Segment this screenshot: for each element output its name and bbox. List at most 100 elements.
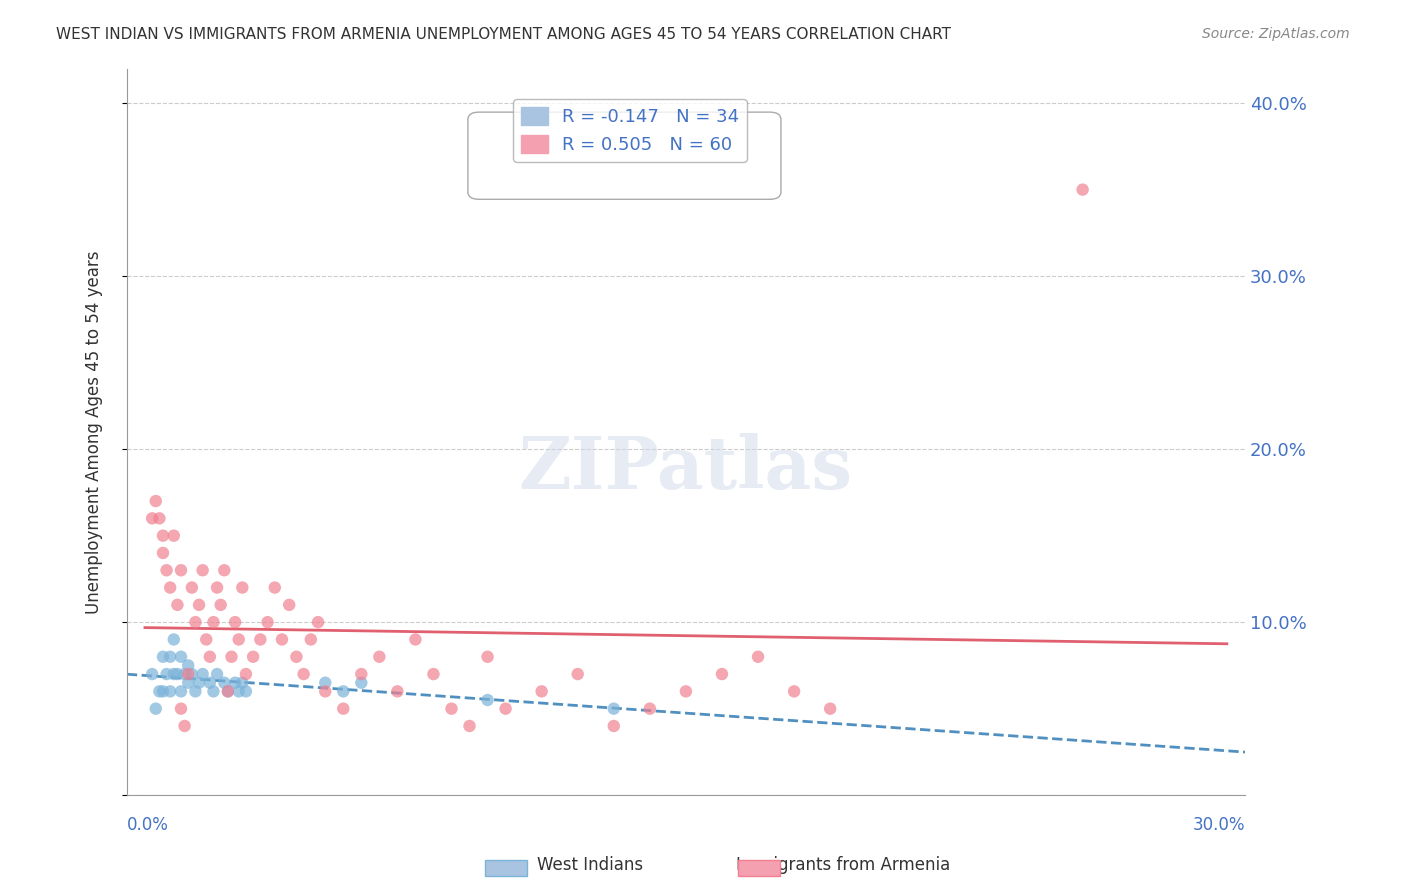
Point <box>205 581 228 595</box>
Point <box>166 598 188 612</box>
Point <box>198 649 221 664</box>
Point <box>177 667 200 681</box>
Point <box>217 684 239 698</box>
Point <box>314 684 336 698</box>
Text: West Indians: West Indians <box>537 856 644 874</box>
Point <box>170 701 193 715</box>
Point <box>159 684 181 698</box>
Text: ZIPatlas: ZIPatlas <box>519 433 853 504</box>
Point <box>278 598 301 612</box>
Point <box>228 632 250 647</box>
Point <box>155 563 177 577</box>
Point <box>603 701 626 715</box>
Point <box>256 615 278 629</box>
Text: WEST INDIAN VS IMMIGRANTS FROM ARMENIA UNEMPLOYMENT AMONG AGES 45 TO 54 YEARS CO: WEST INDIAN VS IMMIGRANTS FROM ARMENIA U… <box>56 27 952 42</box>
Point <box>224 615 246 629</box>
Point <box>145 701 167 715</box>
Point <box>477 693 499 707</box>
Point <box>1071 183 1094 197</box>
Text: Source: ZipAtlas.com: Source: ZipAtlas.com <box>1202 27 1350 41</box>
Point <box>198 675 221 690</box>
Point <box>567 667 589 681</box>
Point <box>152 649 174 664</box>
Point <box>170 649 193 664</box>
Point <box>638 701 661 715</box>
Point <box>180 581 202 595</box>
Point <box>249 632 271 647</box>
Point <box>148 511 170 525</box>
Point <box>191 563 214 577</box>
Point <box>285 649 308 664</box>
Point <box>173 667 195 681</box>
Point <box>228 684 250 698</box>
Text: 30.0%: 30.0% <box>1192 815 1244 833</box>
Point <box>783 684 806 698</box>
Point <box>214 675 236 690</box>
Point <box>530 684 553 698</box>
Point <box>440 701 463 715</box>
Point <box>422 667 444 681</box>
Point <box>292 667 315 681</box>
Point <box>141 667 163 681</box>
Point <box>387 684 409 698</box>
Point <box>205 667 228 681</box>
Point <box>152 546 174 560</box>
Point <box>231 581 253 595</box>
Legend: R = -0.147   N = 34, R = 0.505   N = 60: R = -0.147 N = 34, R = 0.505 N = 60 <box>513 99 747 161</box>
Point <box>163 632 186 647</box>
Point <box>191 667 214 681</box>
Point <box>221 649 243 664</box>
Point <box>675 684 697 698</box>
Point <box>173 719 195 733</box>
Y-axis label: Unemployment Among Ages 45 to 54 years: Unemployment Among Ages 45 to 54 years <box>86 250 103 614</box>
Point <box>148 684 170 698</box>
Point <box>332 684 354 698</box>
Point <box>368 649 391 664</box>
Point <box>152 529 174 543</box>
Point <box>332 701 354 715</box>
Point <box>159 581 181 595</box>
Point <box>141 511 163 525</box>
Point <box>350 675 373 690</box>
Point <box>202 615 225 629</box>
Point <box>404 632 426 647</box>
Point <box>163 529 186 543</box>
Point <box>188 598 211 612</box>
Point <box>350 667 373 681</box>
Point <box>231 675 253 690</box>
Point <box>307 615 329 629</box>
FancyBboxPatch shape <box>468 112 780 199</box>
Point <box>202 684 225 698</box>
Point <box>177 675 200 690</box>
Point <box>180 667 202 681</box>
Point <box>166 667 188 681</box>
Point <box>188 675 211 690</box>
Point <box>299 632 322 647</box>
Point <box>214 563 236 577</box>
Point <box>242 649 264 664</box>
Point <box>818 701 841 715</box>
Point <box>314 675 336 690</box>
Point <box>170 563 193 577</box>
Point <box>159 649 181 664</box>
Point <box>224 675 246 690</box>
Point <box>603 719 626 733</box>
Point <box>209 598 232 612</box>
Point <box>170 684 193 698</box>
Text: 0.0%: 0.0% <box>127 815 169 833</box>
Point <box>235 684 257 698</box>
Point <box>495 701 517 715</box>
Point <box>184 615 207 629</box>
Point <box>458 719 481 733</box>
Point <box>747 649 769 664</box>
Point <box>195 632 218 647</box>
Point <box>235 667 257 681</box>
Point <box>155 667 177 681</box>
Point <box>710 667 733 681</box>
Point <box>152 684 174 698</box>
Point <box>271 632 294 647</box>
Point <box>184 684 207 698</box>
Text: Immigrants from Armenia: Immigrants from Armenia <box>737 856 950 874</box>
Point <box>217 684 239 698</box>
Point <box>477 649 499 664</box>
